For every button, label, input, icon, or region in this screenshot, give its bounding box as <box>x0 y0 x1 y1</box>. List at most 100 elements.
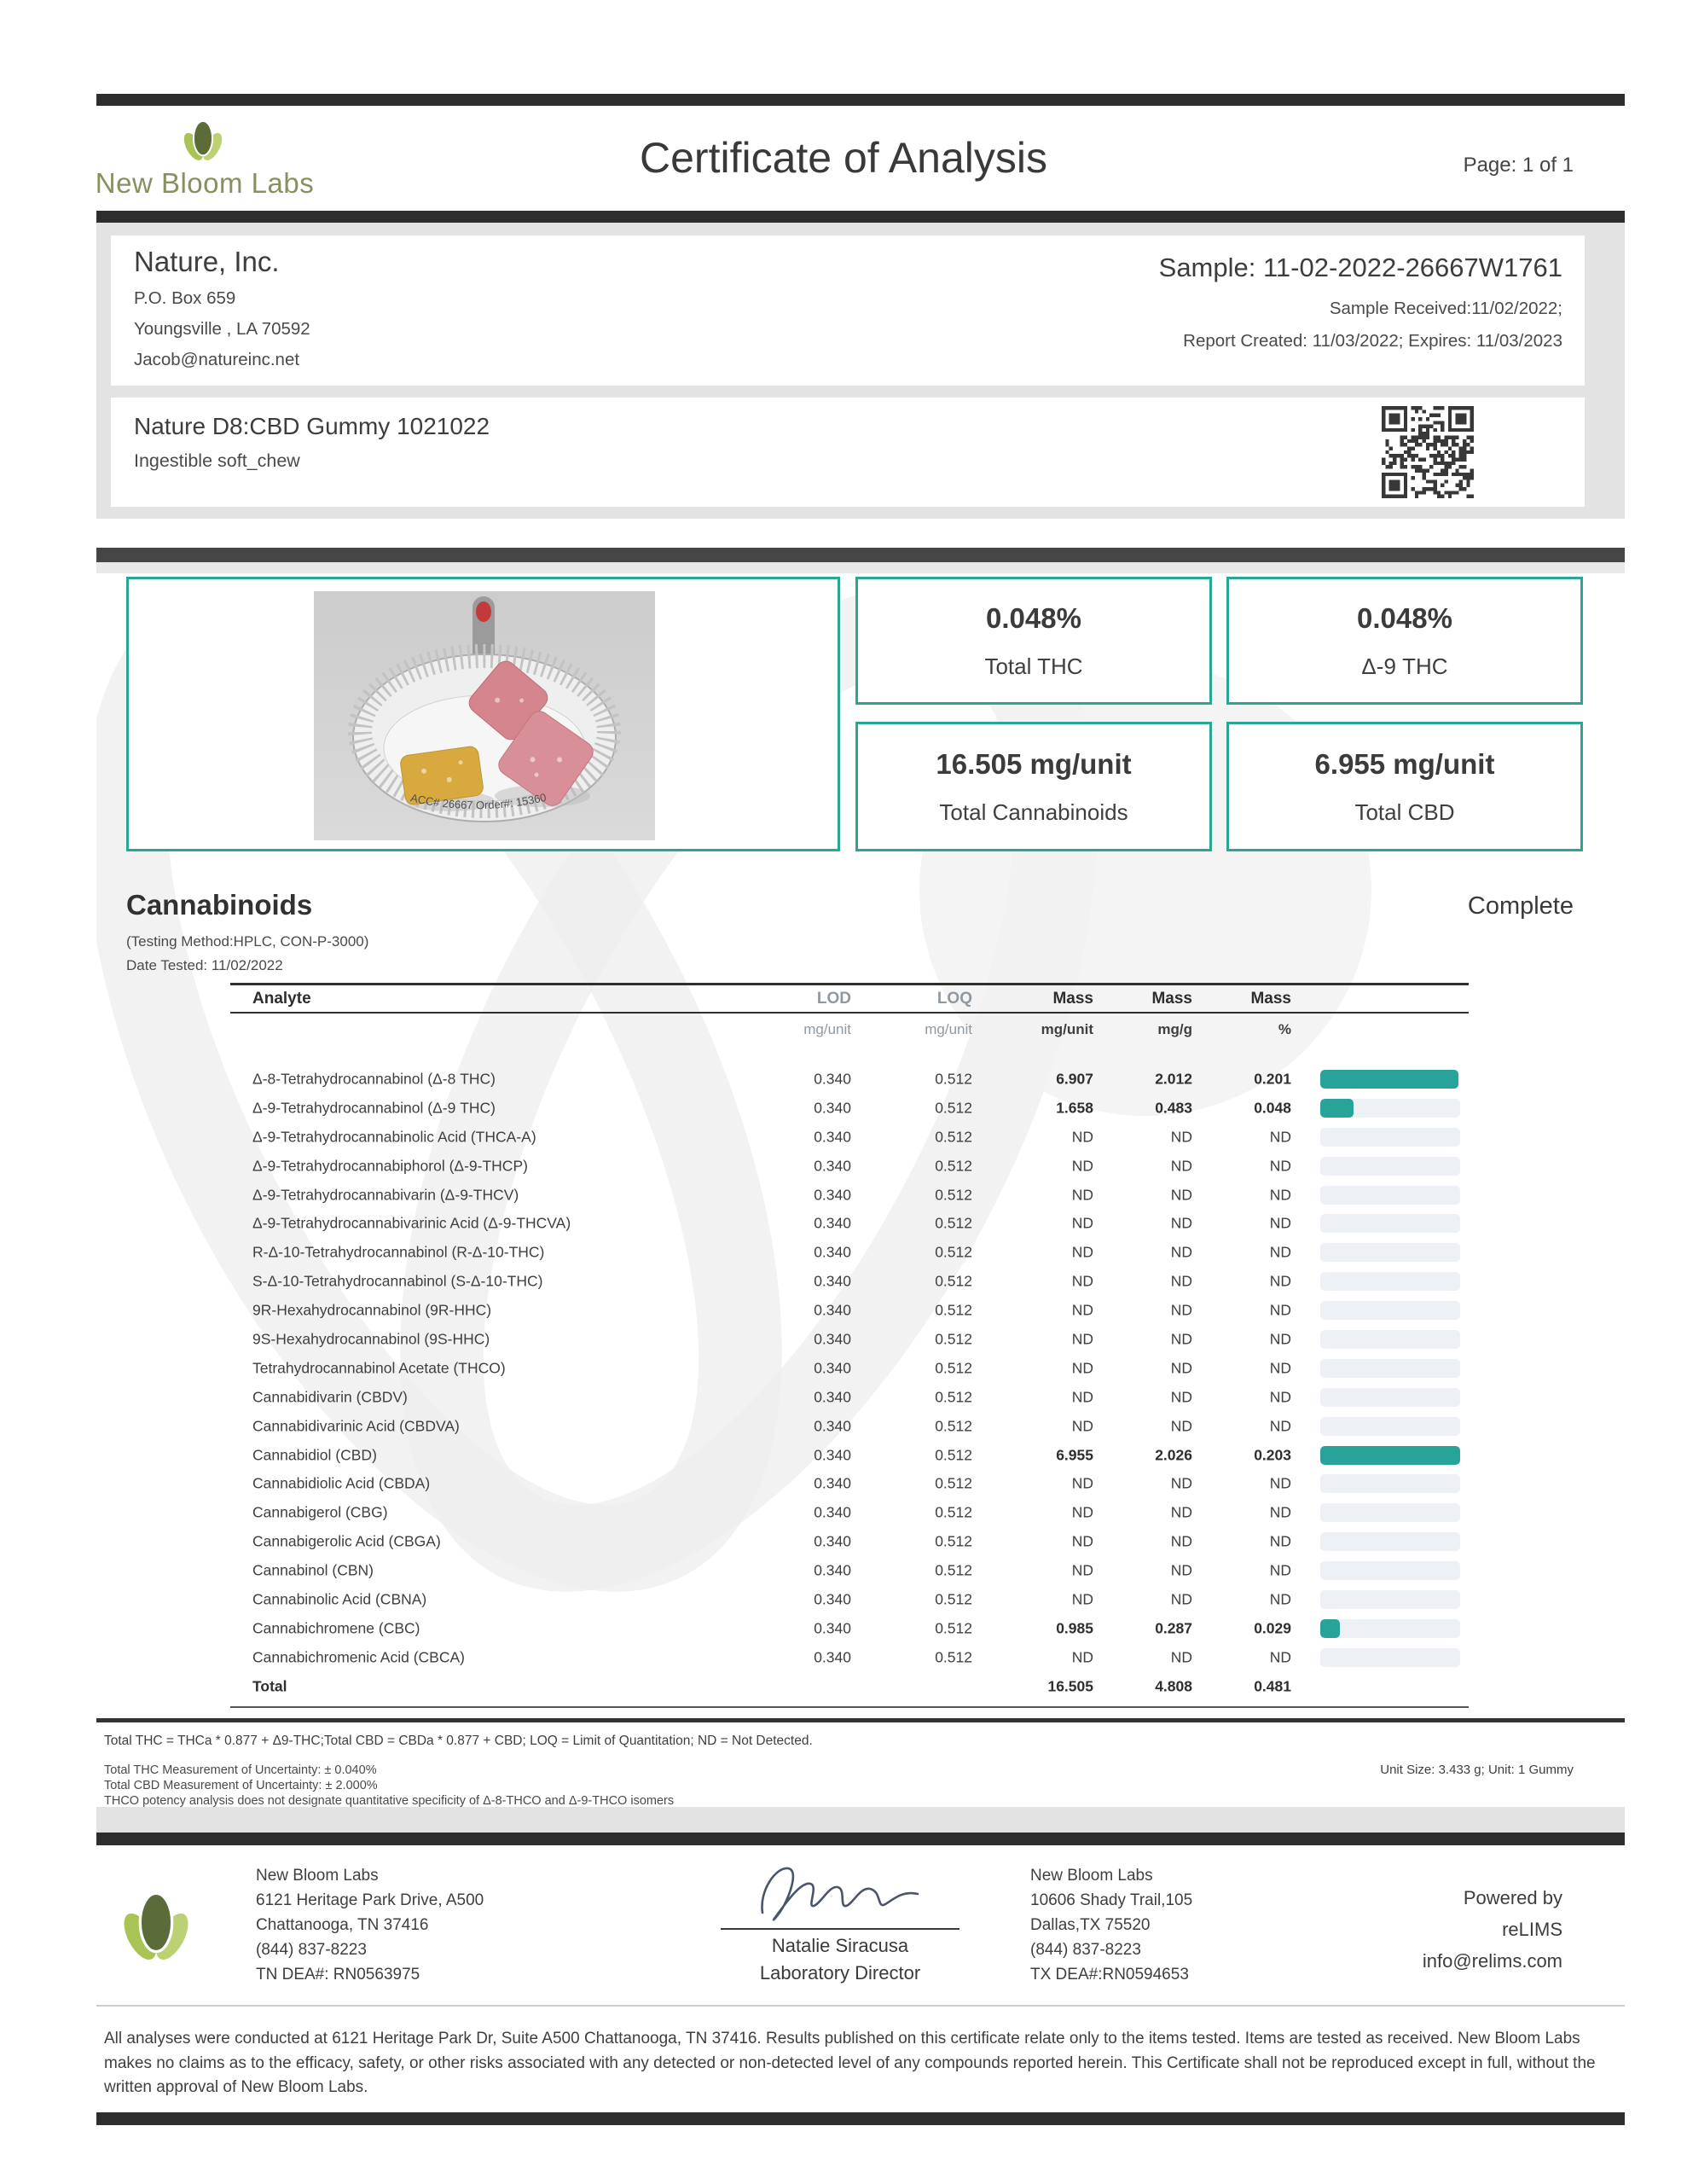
cannabinoid-row: Cannabidiol (CBD) 0.340 0.512 6.955 2.026 0.2… <box>230 1441 1469 1470</box>
unit-size-info: Unit Size: 3.433 g; Unit: 1 Gummy <box>1380 1763 1574 1777</box>
date-tested: Date Tested: 11/02/2022 <box>126 957 283 973</box>
cannabinoid-row: Δ-9-Tetrahydrocannabivarin (Δ-9-THCV) 0.3… <box>230 1181 1469 1210</box>
table-header-row: Analyte LOD LOQ Mass Mass Mass <box>230 986 1469 1012</box>
uncertainty-cbd: Total CBD Measurement of Uncertainty: ± … <box>104 1779 378 1792</box>
mass-percent-bar <box>1320 1387 1460 1407</box>
total-label: Total <box>252 1677 287 1695</box>
client-name: Nature, Inc. <box>134 246 280 277</box>
client-address-line1: P.O. Box 659 <box>134 288 236 308</box>
total-thc-value: 0.048% <box>986 601 1081 634</box>
col-mass-g: Mass <box>1151 990 1192 1008</box>
signer-name: Natalie Siracusa <box>771 1935 909 1956</box>
unit-loq: mg/unit <box>925 1021 972 1037</box>
cannabinoids-status: Complete <box>1467 892 1574 920</box>
lab-logo-icon <box>183 119 223 160</box>
cannabinoid-row: Cannabidiolic Acid (CBDA) 0.340 0.512 ND ND N… <box>230 1469 1469 1498</box>
cannabinoid-row: Cannabigerol (CBG) 0.340 0.512 ND ND ND <box>230 1498 1469 1527</box>
report-created: Report Created: 11/03/2022; Expires: 11/… <box>1183 331 1562 351</box>
col-loq: LOQ <box>936 990 972 1008</box>
cannabinoid-row: S-Δ-10-Tetrahydrocannabinol (S-Δ-10-THC)… <box>230 1267 1469 1296</box>
col-mass-pct: Mass <box>1250 990 1291 1008</box>
col-lod: LOD <box>816 990 851 1008</box>
signer-title: Laboratory Director <box>759 1962 921 1984</box>
mass-percent-bar <box>1320 1214 1460 1234</box>
unit-mass-pct: % <box>1278 1021 1291 1037</box>
cannabinoid-row: Cannabigerolic Acid (CBGA) 0.340 0.512 ND ND… <box>230 1527 1469 1556</box>
footer-lab-tx: New Bloom Labs 10606 Shady Trail,105 Dal… <box>1030 1863 1192 1987</box>
cannabinoid-row: Cannabichromenic Acid (CBCA) 0.340 0.512 ND… <box>230 1643 1469 1672</box>
footer-lab-tx-name: New Bloom Labs <box>1030 1867 1153 1885</box>
page-title: Certificate of Analysis <box>640 134 1047 182</box>
total-pct: 0.481 <box>1254 1677 1291 1695</box>
bottom-rule-bar <box>96 2112 1625 2125</box>
relims-email: info@relims.com <box>1422 1950 1562 1972</box>
table-footnote: Total THC = THCa * 0.877 + Δ9-THC;Total … <box>104 1734 813 1748</box>
product-card: Nature D8:CBD Gummy 1021022 Ingestible s… <box>111 398 1585 507</box>
relims-name: reLIMS <box>1502 1919 1562 1940</box>
summary-total-cbd: 6.955 mg/unit Total CBD <box>1226 722 1583 851</box>
footer-lab-tn: New Bloom Labs 6121 Heritage Park Drive,… <box>256 1863 484 1987</box>
footer-lab-tn-line1: 6121 Heritage Park Drive, A500 <box>256 1891 484 1909</box>
cannabinoid-row: Tetrahydrocannabinol Acetate (THCO) 0.340… <box>230 1354 1469 1383</box>
footer-gray-strip <box>96 1807 1625 1833</box>
mass-percent-bar <box>1320 1243 1460 1263</box>
mass-percent-bar <box>1320 1127 1460 1147</box>
top-rule-bar <box>96 94 1625 106</box>
d9-thc-label: Δ-9 THC <box>1361 653 1448 679</box>
client-email: Jacob@natureinc.net <box>134 350 300 369</box>
total-cannabinoids-label: Total Cannabinoids <box>939 799 1128 825</box>
footer-lab-tn-phone: (844) 837-8223 <box>256 1941 367 1959</box>
d9-thc-value: 0.048% <box>1357 601 1452 634</box>
mass-percent-bar <box>1320 1618 1460 1638</box>
unit-mass-g: mg/g <box>1157 1021 1192 1037</box>
lab-logo-text: New Bloom Labs <box>95 167 315 199</box>
table-top-rule <box>230 983 1469 985</box>
pink-gummy-front <box>498 711 594 806</box>
client-sample-card: Nature, Inc. P.O. Box 659 Youngsville , … <box>111 235 1585 386</box>
mass-percent-bar <box>1320 1416 1460 1436</box>
cannabinoid-rows: Δ-8-Tetrahydrocannabinol (Δ-8 THC) 0.340 0… <box>230 1065 1469 1672</box>
tool-red-tip <box>476 601 491 622</box>
mass-percent-bar <box>1320 1069 1460 1089</box>
total-row: Total 16.505 4.808 0.481 <box>230 1672 1469 1701</box>
cannabinoid-row: R-Δ-10-Tetrahydrocannabinol (R-Δ-10-THC)… <box>230 1238 1469 1267</box>
table-bottom-rule <box>230 1706 1469 1708</box>
cannabinoid-row: Cannabinolic Acid (CBNA) 0.340 0.512 ND ND ND <box>230 1585 1469 1614</box>
total-cbd-label: Total CBD <box>1354 799 1455 825</box>
table-header-rule <box>230 1012 1469 1014</box>
cannabinoid-row: Cannabichromene (CBC) 0.340 0.512 0.985 0.28… <box>230 1614 1469 1643</box>
footer-lab-tn-line2: Chattanooga, TN 37416 <box>256 1916 429 1934</box>
cannabinoid-row: Cannabidivarinic Acid (CBDVA) 0.340 0.512 N… <box>230 1412 1469 1441</box>
uncertainty-notes: Total THC Measurement of Uncertainty: ± … <box>104 1763 674 1809</box>
total-mg-unit: 16.505 <box>1047 1677 1093 1695</box>
total-cbd-value: 6.955 mg/unit <box>1314 747 1495 780</box>
uncertainty-thc: Total THC Measurement of Uncertainty: ± … <box>104 1763 377 1777</box>
total-thc-label: Total THC <box>984 653 1083 679</box>
cannabinoid-row: Cannabinol (CBN) 0.340 0.512 ND ND ND <box>230 1556 1469 1585</box>
footer-lab-tn-name: New Bloom Labs <box>256 1867 379 1885</box>
cannabinoid-row: Δ-9-Tetrahydrocannabinol (Δ-9 THC) 0.340 0… <box>230 1094 1469 1123</box>
mass-percent-bar <box>1320 1272 1460 1292</box>
disclaimer-text: All analyses were conducted at 6121 Heri… <box>104 2030 1596 2096</box>
product-form: Ingestible soft_chew <box>134 450 300 471</box>
mass-percent-bar <box>1320 1561 1460 1581</box>
total-cannabinoids-value: 16.505 mg/unit <box>936 747 1132 780</box>
uncertainty-thco: THCO potency analysis does not designate… <box>104 1794 675 1808</box>
disclaimer-divider <box>96 2005 1625 2007</box>
footer-lab-tx-line1: 10606 Shady Trail,105 <box>1030 1891 1193 1909</box>
mass-percent-bar <box>1320 1301 1460 1321</box>
summary-total-cannabinoids: 16.505 mg/unit Total Cannabinoids <box>855 722 1212 851</box>
unit-lod: mg/unit <box>803 1021 851 1037</box>
mass-percent-bar <box>1320 1589 1460 1609</box>
mass-percent-bar <box>1320 1445 1460 1465</box>
sample-id: Sample: 11-02-2022-26667W1761 <box>1158 253 1562 282</box>
mass-percent-bar <box>1320 1185 1460 1205</box>
footer-lab-tn-dea: TN DEA#: RN0563975 <box>256 1966 420 1984</box>
cannabinoid-row: Δ-8-Tetrahydrocannabinol (Δ-8 THC) 0.340 0… <box>230 1065 1469 1094</box>
client-address-line2: Youngsville , LA 70592 <box>134 319 310 339</box>
cannabinoid-row: 9R-Hexahydrocannabinol (9R-HHC) 0.340 0.51… <box>230 1296 1469 1325</box>
mass-percent-bar <box>1320 1329 1460 1349</box>
footer-lab-tx-phone: (844) 837-8223 <box>1030 1941 1141 1959</box>
mass-percent-bar <box>1320 1503 1460 1523</box>
sample-received: Sample Received:11/02/2022; <box>1329 299 1562 318</box>
